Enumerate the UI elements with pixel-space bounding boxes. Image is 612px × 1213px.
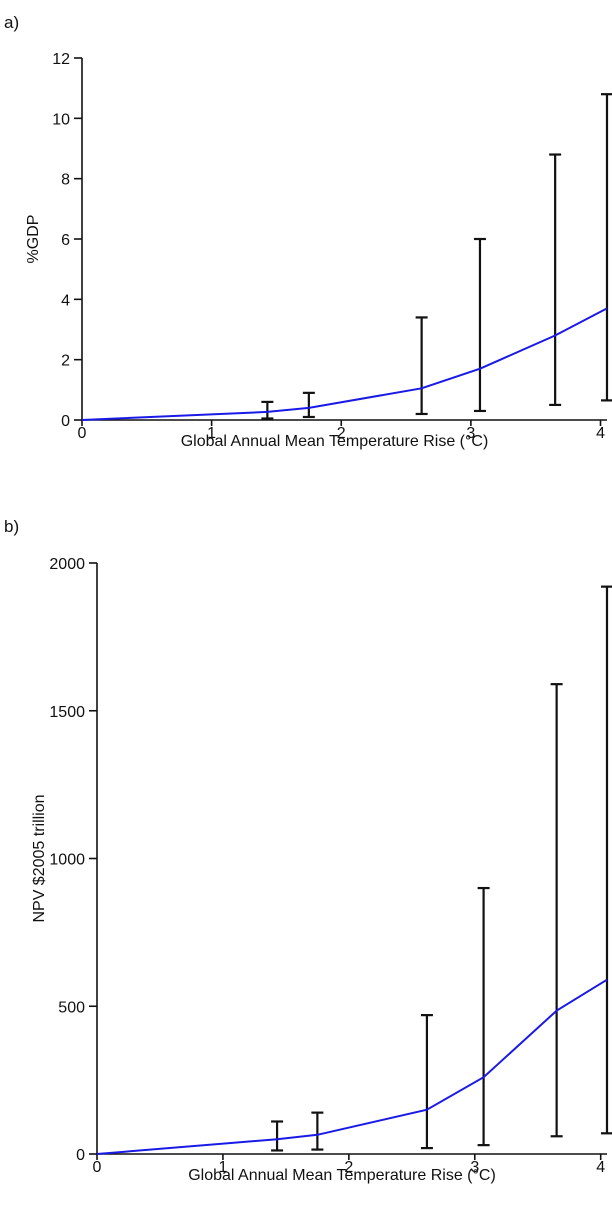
x-tick-label: 2 bbox=[337, 425, 346, 442]
error-bar bbox=[601, 93, 612, 402]
error-bar bbox=[601, 585, 612, 1135]
x-tick-label: 0 bbox=[78, 425, 87, 442]
x-tick-label: 0 bbox=[93, 1159, 102, 1176]
chart-panel-b: b) 0 500 1000 1500 2000 0 1 2 3 4 Global Annual Mea… bbox=[4, 517, 612, 1184]
error-bar bbox=[477, 886, 490, 1147]
x-axis-label: Global Annual Mean Temperature Rise (°C) bbox=[181, 433, 489, 450]
error-bar bbox=[302, 391, 315, 419]
y-tick-label: 1500 bbox=[49, 704, 85, 721]
y-tick-label: 2 bbox=[61, 353, 70, 370]
error-bar bbox=[550, 683, 563, 1138]
error-bar bbox=[271, 1120, 284, 1152]
x-tick-label: 3 bbox=[466, 425, 475, 442]
y-tick-label: 0 bbox=[76, 1147, 85, 1164]
error-bar bbox=[473, 237, 486, 413]
y-tick-label: 12 bbox=[52, 51, 70, 68]
x-tick-label: 2 bbox=[344, 1159, 353, 1176]
error-bar bbox=[549, 153, 562, 407]
panel-label: a) bbox=[4, 13, 19, 32]
error-bar bbox=[311, 1111, 324, 1151]
x-tick-label: 4 bbox=[596, 1159, 605, 1176]
y-axis-label: NPV $2005 trillion bbox=[31, 794, 48, 922]
error-bar bbox=[420, 1014, 433, 1150]
series-line bbox=[81, 307, 608, 421]
y-tick-label: 0 bbox=[61, 413, 70, 430]
error-bar bbox=[261, 400, 274, 420]
y-tick-label: 4 bbox=[61, 292, 70, 309]
y-tick-label: 10 bbox=[52, 111, 70, 128]
y-tick-label: 8 bbox=[61, 172, 70, 189]
series-line bbox=[96, 978, 608, 1155]
y-axis-label: %GDP bbox=[25, 215, 42, 264]
x-tick-label: 4 bbox=[596, 425, 605, 442]
y-tick-label: 500 bbox=[58, 999, 85, 1016]
x-tick-label: 1 bbox=[207, 425, 216, 442]
panel-label: b) bbox=[4, 517, 19, 536]
x-axis-label: Global Annual Mean Temperature Rise (°C) bbox=[188, 1167, 496, 1184]
x-tick-label: 1 bbox=[218, 1159, 227, 1176]
error-bar bbox=[415, 316, 428, 416]
y-tick-label: 6 bbox=[61, 232, 70, 249]
y-tick-label: 1000 bbox=[49, 852, 85, 869]
x-tick-label: 3 bbox=[470, 1159, 479, 1176]
y-tick-label: 2000 bbox=[49, 556, 85, 573]
